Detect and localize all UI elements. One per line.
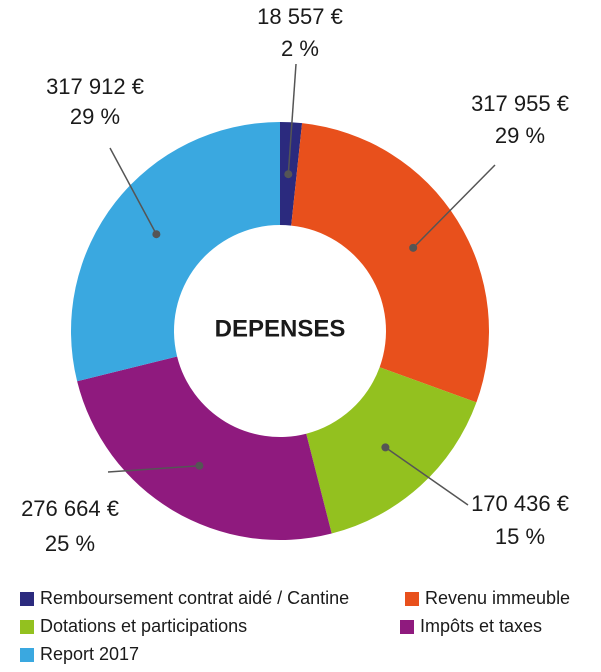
leader-dot: [284, 170, 293, 179]
percent-label: 2 %: [281, 36, 319, 61]
legend-swatch: [20, 620, 34, 634]
legend-label: Revenu immeuble: [425, 588, 570, 608]
donut-segment: [306, 367, 477, 534]
leader-line: [109, 147, 158, 235]
percent-label: 29 %: [70, 104, 120, 129]
leader-dot: [195, 461, 204, 470]
legend-swatch: [405, 592, 419, 606]
leader-line: [384, 446, 469, 506]
leader-dot: [381, 443, 390, 452]
value-label: 276 664 €: [21, 496, 119, 521]
value-label: 317 912 €: [46, 74, 144, 99]
donut-segment: [77, 356, 332, 540]
leader-dot: [409, 243, 418, 252]
percent-label: 29 %: [495, 123, 545, 148]
value-label: 18 557 €: [257, 4, 343, 29]
legend-label: Dotations et participations: [40, 616, 247, 636]
legend-label: Impôts et taxes: [420, 616, 542, 636]
value-label: 317 955 €: [471, 91, 569, 116]
percent-label: 25 %: [45, 531, 95, 556]
leader-line: [107, 464, 200, 473]
legend-swatch: [20, 592, 34, 606]
chart-title: DEPENSES: [215, 315, 346, 342]
leader-line: [287, 63, 297, 175]
legend-swatch: [400, 620, 414, 634]
percent-label: 15 %: [495, 524, 545, 549]
legend-label: Remboursement contrat aidé / Cantine: [40, 588, 349, 608]
legend-swatch: [20, 648, 34, 662]
legend-label: Report 2017: [40, 644, 139, 664]
leader-line: [412, 164, 496, 249]
donut-segment: [291, 123, 489, 403]
leader-dot: [152, 230, 161, 239]
value-label: 170 436 €: [471, 491, 569, 516]
donut-segment: [70, 122, 280, 382]
